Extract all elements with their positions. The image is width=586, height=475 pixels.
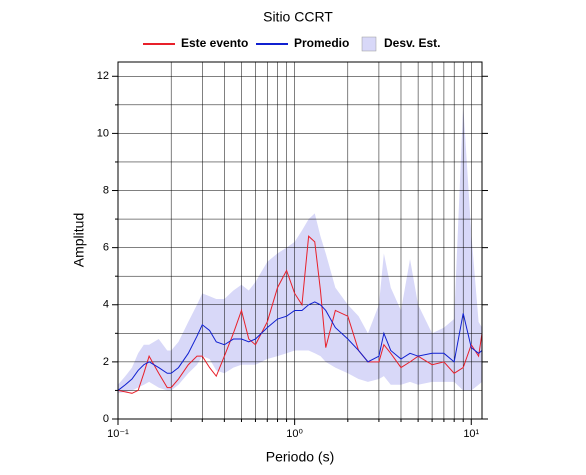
y-tick-label: 0 [103,413,109,425]
legend-label: Promedio [294,36,349,50]
x-tick-label: 10⁰ [286,428,303,440]
legend-swatch [361,36,377,52]
legend-label: Este evento [181,36,248,50]
y-axis-label: Amplitud [71,213,87,267]
plot-frame [117,61,483,420]
y-tick-label: 2 [103,356,109,368]
legend-label: Desv. Est. [384,36,440,50]
x-axis-label: Periodo (s) [266,449,334,465]
y-tick-label: 8 [103,184,109,196]
event-line [117,235,483,394]
x-tick-label: 10¹ [463,428,479,440]
y-tick-label: 6 [103,242,109,254]
std-band [118,104,482,394]
x-tick-label: 10⁻¹ [107,428,129,440]
y-tick-label: 4 [103,299,109,311]
chart-title: Sitio CCRT [263,9,333,25]
y-tick-label: 10 [97,127,109,139]
mean-line [117,301,483,391]
y-tick-label: 12 [97,70,109,82]
